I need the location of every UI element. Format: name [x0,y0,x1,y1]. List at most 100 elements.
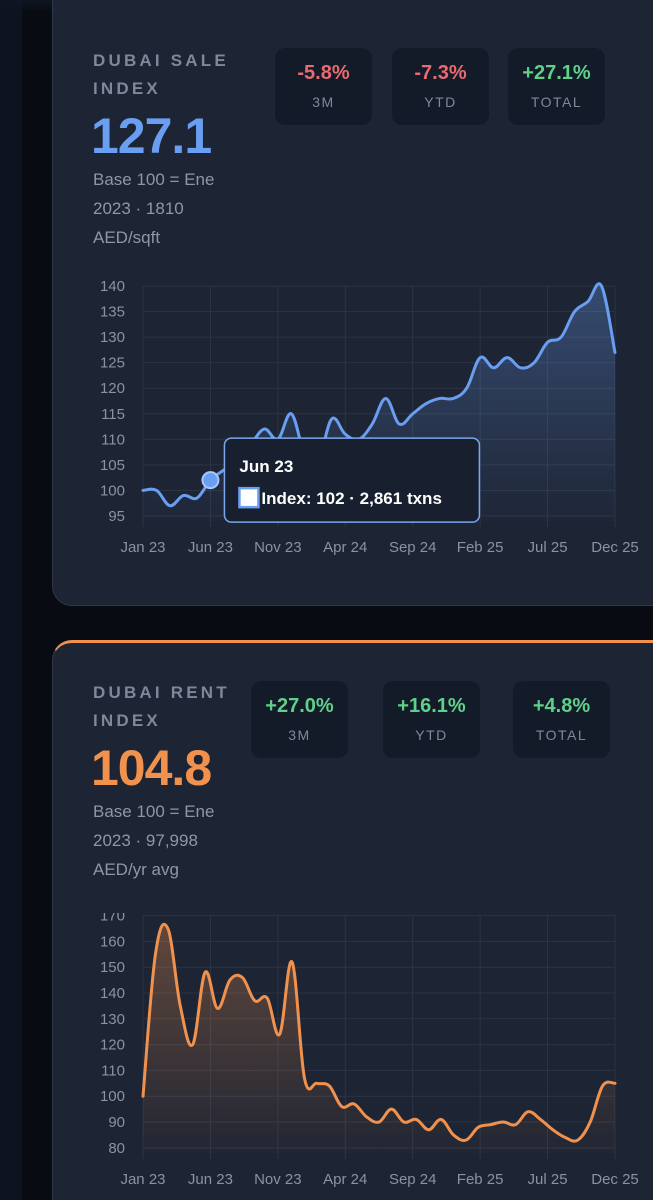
sale-stat-3m-value: -5.8% [297,62,350,84]
sale-point [544,338,552,346]
rent-y-tick: 140 [100,985,125,1002]
sale-tooltip-swatch [238,486,260,509]
sale-point [139,486,147,494]
side-panel-edge [0,0,22,1200]
rent-x-tick: Jul 25 [528,1171,568,1188]
rent-index-chart[interactable]: 80 90 100 110 120 130 140 150 160 170 Jan 23 Jun 23… [53,913,653,1200]
rent-stat-total: +4.8% TOTAL [513,681,610,758]
sale-point [611,348,619,356]
sale-tooltip-body: Index: 102 · 2,861 txns [261,489,441,508]
sale-index-subtitle: Base 100 = Ene 2023 · 1810 AED/sqft [93,170,215,247]
sale-x-tick: Jun 23 [188,539,233,556]
sale-index-card[interactable]: DUBAI SALE INDEX 127.1 Base 100 = Ene 20… [52,0,653,606]
rent-point [325,1082,333,1090]
rent-point [176,1002,184,1010]
rent-point [363,1113,371,1121]
sale-point [328,415,336,423]
sale-x-tick: Jan 23 [120,539,165,556]
sale-x-tick: Sep 24 [389,539,437,556]
rent-point [549,1126,557,1134]
rent-point [387,1105,395,1113]
sale-y-tick: 120 [100,380,125,397]
rent-index-value: 104.8 [91,740,212,796]
rent-point [400,1118,408,1126]
sale-hover-point [201,471,220,490]
rent-stat-ytd-label: YTD [415,727,448,743]
rent-point [437,1115,445,1123]
sale-y-tick: 135 [100,304,125,321]
sale-point [476,354,484,362]
rent-stat-3m-label: 3M [288,727,311,743]
rent-stat-ytd: +16.1% YTD [383,681,480,758]
sale-index-chart[interactable]: 95 100 105 110 115 120 125 130 135 140 Jan 23 Jun 2… [53,281,653,581]
sale-point [517,364,525,372]
sale-x-tick: Jul 25 [528,539,568,556]
sale-tooltip-box [223,437,481,523]
sale-index-title: DUBAI SALE INDEX [93,51,229,98]
rent-y-tick: 80 [108,1140,125,1157]
sale-series-line [141,282,617,508]
sale-index-value: 127.1 [91,108,212,164]
rent-point [574,1136,582,1144]
sale-x-tick: Feb 25 [457,539,504,556]
rent-point [412,1115,420,1123]
sale-y-tick: 105 [100,457,125,474]
sale-stat-ytd-label: YTD [424,94,457,110]
sale-point [571,308,579,316]
sale-stat-ytd-value: -7.3% [414,62,467,84]
sale-point [152,486,160,494]
rent-y-tick: 150 [100,959,125,976]
sale-x-tick: Dec 25 [591,539,639,556]
rent-y-tick: 110 [101,1062,125,1079]
rent-point [214,1004,222,1012]
rent-stat-3m-value: +27.0% [265,695,334,717]
rent-point [164,924,172,932]
rent-point [350,1100,358,1108]
rent-x-tick: Feb 25 [457,1171,504,1188]
sale-point [368,420,376,428]
sale-point [260,425,268,433]
rent-stat-3m: +27.0% 3M [251,681,348,758]
rent-point [276,1030,284,1038]
rent-series-line [141,922,617,1143]
sale-stat-total: +27.1% TOTAL [508,48,605,125]
rent-index-title: DUBAI RENT INDEX [93,683,230,730]
sale-point [463,384,471,392]
rent-point [536,1115,544,1123]
rent-point [487,1121,495,1129]
sale-point [193,494,201,502]
sale-point [409,410,417,418]
sale-point [449,394,457,402]
rent-y-tick: 160 [100,933,125,950]
rent-y-tick: 100 [100,1088,125,1105]
sale-point [422,400,430,408]
sale-point [598,282,606,290]
sale-point [382,394,390,402]
sale-stat-ytd: -7.3% YTD [392,48,489,125]
rent-point [561,1134,569,1142]
sale-point [436,394,444,402]
sale-y-tick: 125 [100,355,125,372]
rent-point [474,1123,482,1131]
rent-point [462,1136,470,1144]
rent-point [450,1131,458,1139]
sale-point [287,410,295,418]
rent-point [611,1079,619,1087]
rent-point [263,994,271,1002]
rent-point [375,1118,383,1126]
sale-point [179,491,187,499]
sale-point [395,420,403,428]
sale-stat-3m-label: 3M [312,94,335,110]
sale-y-tick: 100 [100,482,125,499]
rent-index-card[interactable]: DUBAI RENT INDEX 104.8 Base 100 = Ene 20… [52,640,653,1200]
rent-point [288,958,296,966]
rent-stat-total-label: TOTAL [535,727,588,743]
sale-y-tick: 140 [100,281,125,295]
sale-point [490,364,498,372]
sale-x-tick: Nov 23 [254,539,302,556]
rent-x-tick: Dec 25 [591,1171,639,1188]
rent-x-tick: Sep 24 [389,1171,437,1188]
rent-x-tick: Apr 24 [323,1171,367,1188]
rent-point [300,1074,308,1082]
sale-tooltip-title: Jun 23 [239,457,293,476]
